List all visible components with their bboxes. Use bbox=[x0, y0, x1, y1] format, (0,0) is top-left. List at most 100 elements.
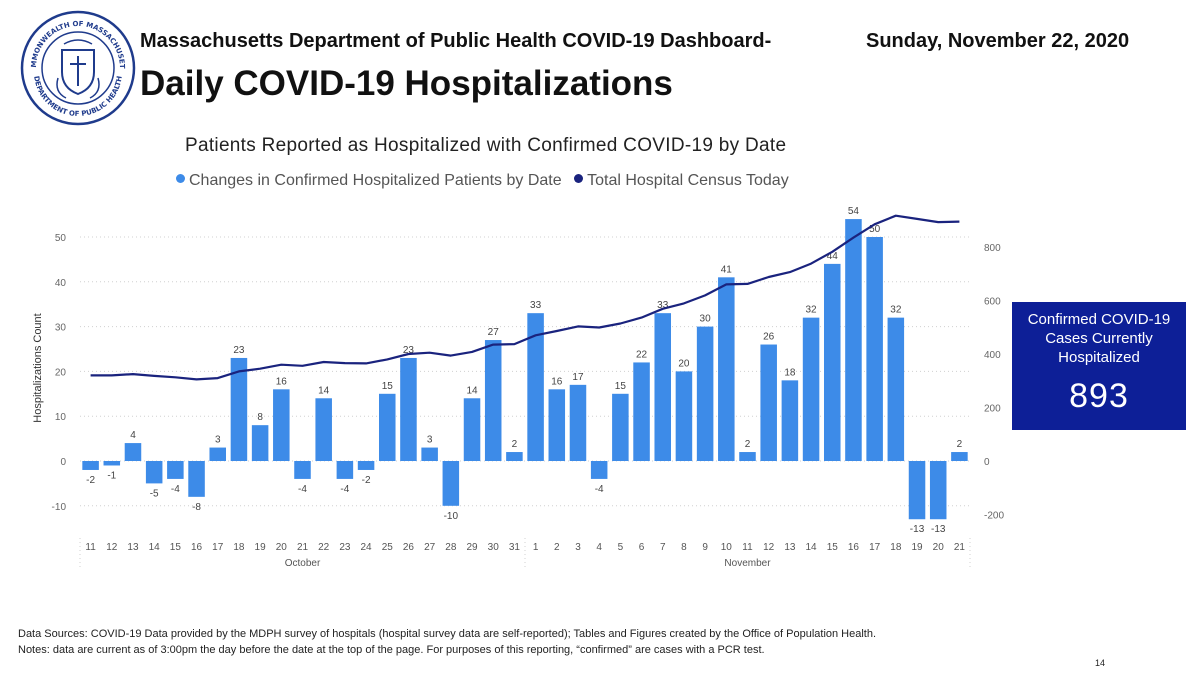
x-tick-label: 26 bbox=[403, 542, 415, 553]
data-label: -4 bbox=[595, 484, 604, 495]
x-month-label: October bbox=[285, 558, 321, 569]
bar bbox=[866, 237, 883, 461]
data-label: 23 bbox=[233, 345, 245, 356]
x-tick-label: 23 bbox=[339, 542, 351, 553]
x-tick-label: 11 bbox=[85, 542, 96, 553]
x-tick-label: 17 bbox=[212, 542, 224, 553]
x-tick-label: 25 bbox=[382, 542, 394, 553]
data-label: 16 bbox=[551, 376, 563, 387]
x-tick-label: 12 bbox=[106, 542, 118, 553]
x-tick-label: 22 bbox=[318, 542, 330, 553]
x-tick-label: 8 bbox=[681, 542, 687, 553]
chart-title: Patients Reported as Hospitalized with C… bbox=[185, 135, 787, 156]
data-label: 54 bbox=[848, 206, 860, 217]
x-tick-label: 13 bbox=[127, 542, 139, 553]
x-tick-label: 16 bbox=[848, 542, 860, 553]
kpi-value: 893 bbox=[1069, 377, 1129, 415]
legend-label-bars: Changes in Confirmed Hospitalized Patien… bbox=[189, 172, 562, 189]
data-label: 3 bbox=[427, 435, 433, 446]
x-tick-label: 21 bbox=[954, 542, 966, 553]
data-label: -4 bbox=[171, 484, 180, 495]
legend-item-bars: Changes in Confirmed Hospitalized Patien… bbox=[176, 172, 562, 189]
x-tick-label: 21 bbox=[297, 542, 309, 553]
y-tick-label: 30 bbox=[55, 323, 67, 334]
bar bbox=[124, 443, 142, 461]
data-label: 2 bbox=[512, 439, 518, 450]
data-label: 8 bbox=[257, 412, 263, 423]
bar bbox=[823, 263, 841, 461]
data-label: 33 bbox=[657, 300, 669, 311]
bar bbox=[760, 344, 777, 461]
page-title: Daily COVID-19 Hospitalizations bbox=[140, 64, 673, 103]
x-tick-label: 12 bbox=[763, 542, 775, 553]
bar bbox=[230, 357, 248, 461]
legend-swatch-bars bbox=[176, 174, 185, 183]
data-label: -4 bbox=[340, 484, 349, 495]
y-tick-label: 10 bbox=[55, 412, 67, 423]
x-tick-label: 7 bbox=[660, 542, 666, 553]
y-tick-label: 0 bbox=[60, 457, 66, 468]
x-tick-label: 27 bbox=[424, 542, 436, 553]
bar bbox=[463, 398, 481, 461]
data-label: -5 bbox=[150, 488, 159, 499]
y-axis-title: Hospitalizations Count bbox=[32, 313, 44, 422]
bar bbox=[654, 313, 672, 461]
bar bbox=[167, 461, 184, 479]
x-tick-label: 9 bbox=[702, 542, 708, 553]
bar bbox=[82, 461, 99, 470]
bar bbox=[400, 357, 417, 461]
data-label: 32 bbox=[890, 305, 902, 316]
bar bbox=[548, 389, 566, 461]
data-label: -2 bbox=[362, 475, 371, 486]
x-tick-label: 3 bbox=[575, 542, 581, 553]
kpi-label: Confirmed COVID-19 Cases Currently Hospi… bbox=[1027, 311, 1171, 366]
data-label: -8 bbox=[192, 502, 201, 513]
x-tick-label: 6 bbox=[639, 542, 645, 553]
data-label: 18 bbox=[784, 367, 796, 378]
x-tick-label: 20 bbox=[276, 542, 288, 553]
x-tick-label: 28 bbox=[445, 542, 457, 553]
x-month-label: November bbox=[724, 558, 771, 569]
data-label: 17 bbox=[572, 372, 584, 383]
bar bbox=[251, 425, 269, 461]
bar bbox=[718, 277, 735, 461]
bar bbox=[103, 461, 121, 466]
x-tick-label: 14 bbox=[806, 542, 818, 553]
data-label: 23 bbox=[403, 345, 415, 356]
bar bbox=[802, 317, 820, 461]
data-label: 27 bbox=[488, 327, 500, 338]
x-tick-label: 29 bbox=[466, 542, 478, 553]
bar bbox=[569, 384, 587, 461]
chart-legend: Changes in Confirmed Hospitalized Patien… bbox=[176, 172, 797, 190]
bar bbox=[696, 326, 714, 461]
bar bbox=[336, 461, 354, 479]
data-label: -1 bbox=[107, 470, 116, 481]
footer-sources: Data Sources: COVID-19 Data provided by … bbox=[18, 628, 877, 640]
x-tick-label: 5 bbox=[618, 542, 624, 553]
bar bbox=[506, 452, 523, 461]
data-label: 26 bbox=[763, 332, 775, 343]
legend-swatch-line bbox=[574, 174, 584, 183]
kpi-card-hospitalized: Confirmed COVID-19 Cases Currently Hospi… bbox=[1012, 302, 1186, 430]
data-label: 2 bbox=[957, 439, 963, 450]
footer-notes-text: Notes: data are current as of 3:00pm the… bbox=[18, 644, 765, 656]
data-label: 15 bbox=[382, 381, 394, 392]
legend-label-line: Total Hospital Census Today bbox=[587, 172, 789, 189]
data-label: 15 bbox=[615, 381, 627, 392]
dashboard-subtitle: Massachusetts Department of Public Healt… bbox=[140, 30, 772, 52]
x-tick-label: 2 bbox=[554, 542, 560, 553]
report-date: Sunday, November 22, 2020 bbox=[866, 30, 1130, 52]
x-tick-label: 24 bbox=[361, 542, 373, 553]
bar bbox=[739, 452, 756, 461]
bar bbox=[442, 461, 460, 506]
y2-tick-label: 0 bbox=[984, 457, 990, 468]
dph-seal-logo: COMMONWEALTH OF MASSACHUSETTS DEPARTMENT… bbox=[18, 8, 136, 126]
data-label: 30 bbox=[700, 314, 712, 325]
data-label: 14 bbox=[318, 385, 330, 396]
bar bbox=[633, 362, 650, 461]
x-tick-label: 1 bbox=[533, 542, 539, 553]
data-label: 32 bbox=[806, 305, 818, 316]
footer-notes: Data Sources: COVID-19 Data provided by … bbox=[18, 626, 1118, 658]
bar bbox=[294, 461, 311, 479]
